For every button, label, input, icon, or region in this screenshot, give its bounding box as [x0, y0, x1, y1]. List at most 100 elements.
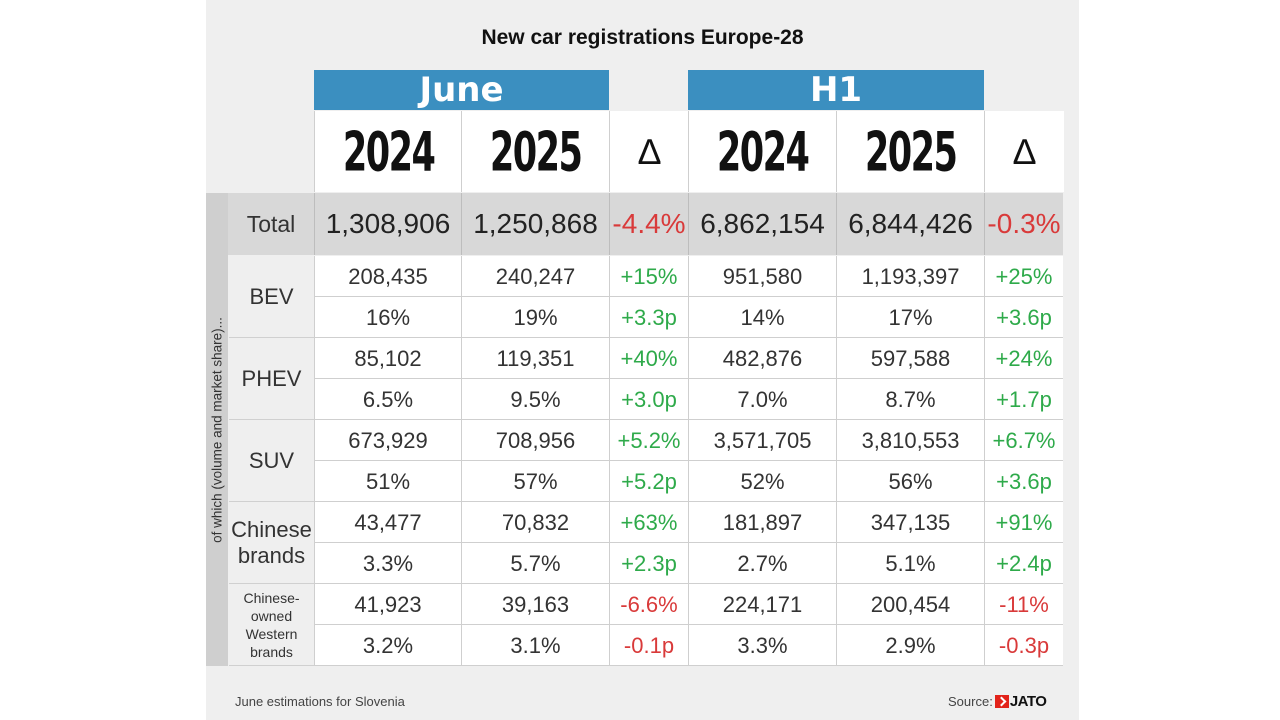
table-cell: 347,135 [836, 502, 984, 543]
table-cell: +2.3p [609, 543, 688, 584]
table-cell: +3.6p [984, 461, 1063, 502]
table-cell: 3.1% [461, 625, 609, 666]
table-cell: +3.6p [984, 297, 1063, 338]
table-cell: +5.2p [609, 461, 688, 502]
table-cell: 70,832 [461, 502, 609, 543]
table-cell: 17% [836, 297, 984, 338]
total-cell: 6,844,426 [836, 193, 984, 255]
category-label: BEV [229, 256, 314, 338]
table-cell: 3.3% [688, 625, 836, 666]
table-cell: +24% [984, 338, 1063, 379]
total-cell: 1,250,868 [461, 193, 609, 255]
june-group-header: June [314, 70, 609, 110]
table-cell: +2.4p [984, 543, 1063, 584]
table-cell: +3.0p [609, 379, 688, 420]
column-header-year: 2024 [688, 111, 837, 192]
table-cell: 708,956 [461, 420, 609, 461]
table-cell: +25% [984, 256, 1063, 297]
total-cell: 1,308,906 [314, 193, 461, 255]
table-cell: 56% [836, 461, 984, 502]
total-cell: -4.4% [609, 193, 688, 255]
table-cell: 51% [314, 461, 461, 502]
table-cell: +3.3p [609, 297, 688, 338]
table-cell: 41,923 [314, 584, 461, 625]
column-header-year: 2024 [314, 111, 462, 192]
column-header-text: 2025 [865, 120, 958, 183]
table-cell: 85,102 [314, 338, 461, 379]
column-header-text: 2024 [717, 120, 810, 183]
table-cell: 5.1% [836, 543, 984, 584]
table-cell: 8.7% [836, 379, 984, 420]
table-cell: 1,193,397 [836, 256, 984, 297]
category-label-line: Western [245, 625, 298, 642]
table-cell: 7.0% [688, 379, 836, 420]
table-cell: +63% [609, 502, 688, 543]
table-cell: +40% [609, 338, 688, 379]
table-cell: 6.5% [314, 379, 461, 420]
table-cell: 14% [688, 297, 836, 338]
table-cell: 2.7% [688, 543, 836, 584]
table-cell: -11% [984, 584, 1063, 625]
category-label: PHEV [229, 338, 314, 420]
h1-group-header: H1 [688, 70, 984, 110]
footnote: June estimations for Slovenia [235, 694, 405, 709]
column-header-text: ∆ [1013, 130, 1036, 172]
table-cell: 3.2% [314, 625, 461, 666]
table-cell: -6.6% [609, 584, 688, 625]
side-label: of which (volume and market share)... [209, 317, 225, 543]
total-label: Total [246, 211, 296, 237]
table-cell: +15% [609, 256, 688, 297]
table-cell: 119,351 [461, 338, 609, 379]
table-cell: 951,580 [688, 256, 836, 297]
table-cell: 2.9% [836, 625, 984, 666]
table-cell: +5.2% [609, 420, 688, 461]
category-label-line: owned [250, 607, 293, 624]
column-header-year: 2025 [461, 111, 610, 192]
category-label-line: brands [237, 542, 306, 568]
table-cell: 39,163 [461, 584, 609, 625]
chart-title: New car registrations Europe-28 [481, 26, 804, 49]
side-band [206, 193, 228, 666]
table-cell: 5.7% [461, 543, 609, 584]
table-cell: +6.7% [984, 420, 1063, 461]
table-cell: 57% [461, 461, 609, 502]
category-label-line: Chinese- [243, 589, 300, 606]
chart-card: New car registrations Europe-28 June H1 … [206, 0, 1079, 720]
category-label: Chinese brands [229, 502, 314, 584]
column-header-text: ∆ [638, 130, 661, 172]
category-label-line: brands [250, 643, 293, 660]
category-label-line: Chinese [231, 516, 312, 542]
table-cell: -0.1p [609, 625, 688, 666]
column-header-delta: ∆ [984, 111, 1064, 192]
table-cell: +91% [984, 502, 1063, 543]
table-cell: +1.7p [984, 379, 1063, 420]
category-label: Chinese-owned Western brands [229, 584, 314, 666]
table-cell: 3,810,553 [836, 420, 984, 461]
jato-logo: JATO [994, 693, 1047, 710]
table-cell: 19% [461, 297, 609, 338]
column-header-delta: ∆ [609, 111, 689, 192]
table-cell: 43,477 [314, 502, 461, 543]
table-cell: -0.3p [984, 625, 1063, 666]
total-row: Total 1,308,906 1,250,868 -4.4% 6,862,154 6,8… [228, 193, 1063, 255]
jato-mark-icon [994, 695, 1009, 708]
table-cell: 52% [688, 461, 836, 502]
table-cell: 482,876 [688, 338, 836, 379]
table-cell: 224,171 [688, 584, 836, 625]
jato-wordmark: JATO [1009, 693, 1047, 710]
column-header-year: 2025 [836, 111, 985, 192]
category-label-line: BEV [249, 283, 294, 309]
table-cell: 16% [314, 297, 461, 338]
table-cell: 597,588 [836, 338, 984, 379]
category-label: SUV [229, 420, 314, 502]
column-header-text: 2024 [342, 120, 436, 183]
category-label-line: PHEV [241, 365, 302, 391]
column-header-text: 2025 [490, 120, 583, 183]
table-cell: 673,929 [314, 420, 461, 461]
table-cell: 181,897 [688, 502, 836, 543]
total-cell: 6,862,154 [688, 193, 836, 255]
table-cell: 3,571,705 [688, 420, 836, 461]
total-cell: -0.3% [984, 193, 1063, 255]
source-label: Source: [948, 694, 993, 709]
category-label-line: SUV [248, 447, 295, 473]
